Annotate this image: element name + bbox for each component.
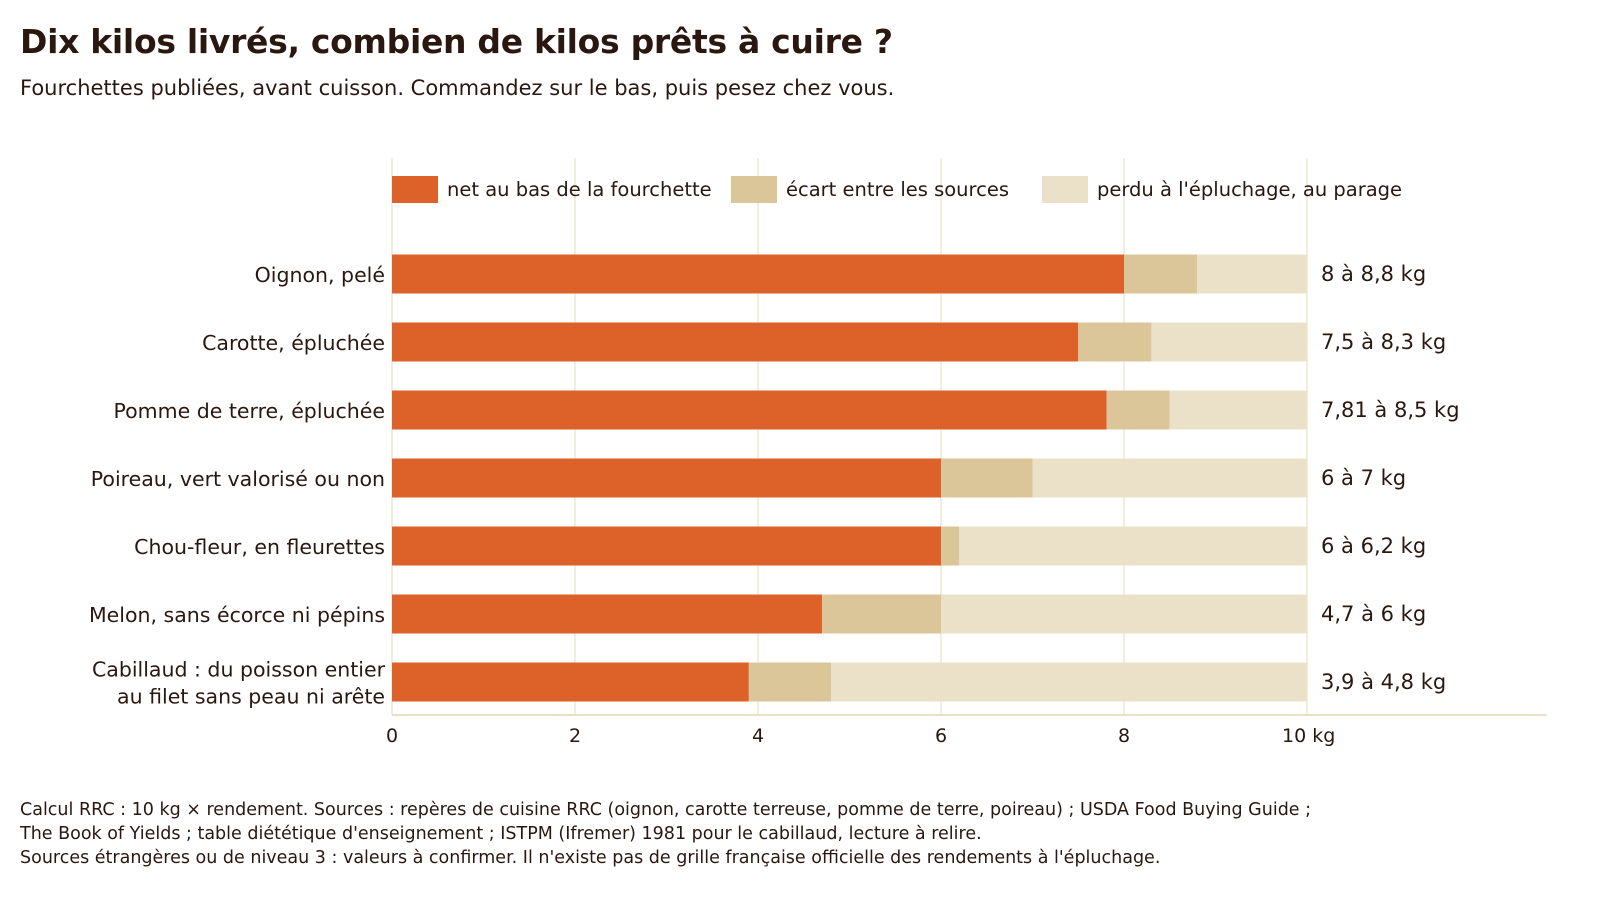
range-label: 7,5 à 8,3 kg (1321, 330, 1446, 354)
bar-segment (959, 526, 1307, 566)
x-tick-label: 6 (935, 725, 947, 747)
bar-segment (941, 594, 1307, 634)
bar-segment (748, 662, 832, 702)
footnote-line: The Book of Yields ; table diététique d'… (20, 824, 982, 844)
bar-segment (941, 458, 1033, 498)
bar-segment (392, 254, 1124, 294)
bar-segment (1106, 390, 1170, 430)
range-label: 8 à 8,8 kg (1321, 262, 1426, 286)
footnote: Calcul RRC : 10 kg × rendement. Sources … (20, 798, 1311, 870)
legend-swatch (731, 176, 777, 203)
legend-label: perdu à l'épluchage, au parage (1097, 178, 1402, 201)
x-tick-label: 8 (1118, 725, 1130, 747)
bar-segment (392, 322, 1079, 362)
range-label: 6 à 7 kg (1321, 466, 1406, 490)
chart-subtitle: Fourchettes publiées, avant cuisson. Com… (20, 76, 895, 100)
stacked-bar-chart: net au bas de la fourchette écart entre l… (89, 158, 1547, 747)
bar-segment (822, 594, 941, 634)
bar-segment (1078, 322, 1152, 362)
bar-segment (1197, 254, 1307, 294)
footnote-line: Calcul RRC : 10 kg × rendement. Sources … (20, 800, 1312, 820)
x-tick-label: 10 kg (1282, 725, 1335, 747)
legend-swatch (392, 176, 438, 203)
bar-segment (392, 662, 749, 702)
x-tick-label: 4 (752, 725, 764, 747)
bar-segment (392, 526, 941, 566)
range-label: 4,7 à 6 kg (1321, 602, 1426, 626)
category-label: au filet sans peau ni arête (117, 685, 385, 709)
bar-segment (392, 594, 823, 634)
category-label: Poireau, vert valorisé ou non (91, 467, 385, 491)
category-label: Melon, sans écorce ni pépins (89, 603, 385, 627)
chart-title: Dix kilos livrés, combien de kilos prêts… (20, 22, 893, 61)
range-label: 3,9 à 4,8 kg (1321, 670, 1446, 694)
bar-segment (941, 526, 960, 566)
bar-segment (1124, 254, 1198, 294)
category-label: Oignon, pelé (255, 263, 385, 287)
footnote-line: Sources étrangères ou de niveau 3 : vale… (20, 848, 1161, 868)
x-tick-label: 2 (569, 725, 581, 747)
x-tick-label: 0 (386, 725, 398, 747)
bar-segment (392, 458, 941, 498)
category-label: Carotte, épluchée (202, 331, 385, 355)
bar-segment (1032, 458, 1307, 498)
bar-segment (392, 390, 1107, 430)
bar-segment (1151, 322, 1307, 362)
bar-segment (1169, 390, 1307, 430)
range-label: 6 à 6,2 kg (1321, 534, 1426, 558)
legend-swatch (1042, 176, 1088, 203)
range-label: 7,81 à 8,5 kg (1321, 398, 1460, 422)
legend-label: net au bas de la fourchette (447, 178, 712, 201)
category-label: Chou-fleur, en fleurettes (134, 535, 385, 559)
category-label: Pomme de terre, épluchée (113, 399, 385, 423)
legend-label: écart entre les sources (786, 178, 1009, 201)
bar-segment (831, 662, 1307, 702)
category-label: Cabillaud : du poisson entier (92, 658, 386, 682)
